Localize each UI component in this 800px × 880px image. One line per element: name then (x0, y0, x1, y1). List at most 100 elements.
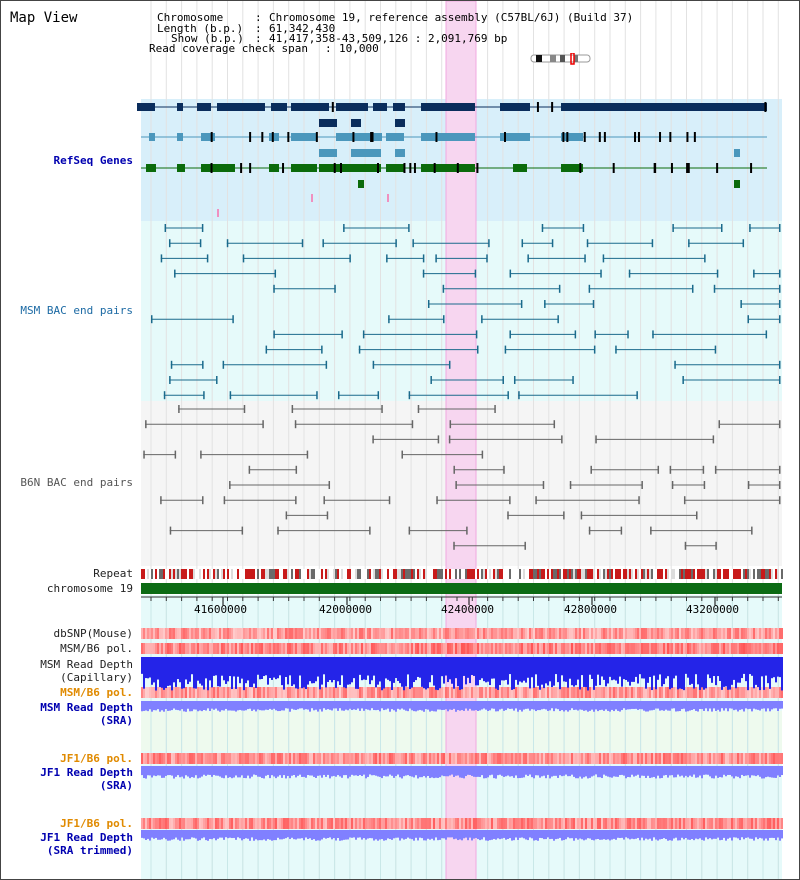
depth-bar (193, 830, 195, 838)
heat-cell (607, 818, 609, 829)
depth-bar (275, 701, 277, 711)
depth-bar (153, 657, 155, 683)
heat-cell (629, 643, 631, 654)
depth-bar (679, 830, 681, 841)
repeat-mark (565, 569, 567, 579)
heat-cell (735, 643, 737, 654)
track-label-jf1-depth[interactable]: JF1 Read Depth (40, 766, 133, 779)
chromosome-ideogram[interactable] (530, 53, 591, 65)
track-label-msm-bac[interactable]: MSM BAC end pairs (20, 304, 133, 317)
heat-cell (609, 753, 611, 764)
track-label-jf1-pol-2[interactable]: JF1/B6 pol. (60, 817, 133, 830)
depth-bar (511, 830, 513, 841)
depth-bar (489, 701, 491, 711)
depth-bar (223, 701, 225, 711)
depth-bar (703, 830, 705, 841)
depth-bar (617, 701, 619, 711)
depth-bar (199, 657, 201, 684)
depth-bar (313, 657, 315, 684)
depth-bar (405, 701, 407, 711)
heat-cell (251, 687, 253, 698)
heat-cell (423, 687, 425, 698)
repeat-mark (771, 569, 773, 579)
heat-cell (495, 753, 497, 764)
depth-bar (353, 701, 355, 710)
heat-cell (337, 643, 339, 654)
heat-cell (205, 753, 207, 764)
depth-bar (761, 830, 763, 839)
heat-cell (699, 628, 701, 639)
heat-cell (365, 687, 367, 698)
depth-bar (211, 657, 213, 688)
heat-cell (527, 818, 529, 829)
depth-bar (305, 657, 307, 690)
heat-cell (315, 687, 317, 698)
heat-cell (595, 818, 597, 829)
heat-cell (259, 643, 261, 654)
heat-cell (709, 628, 711, 639)
heat-cell (653, 818, 655, 829)
heat-cell (339, 643, 341, 654)
depth-bar (381, 657, 383, 691)
heat-cell (537, 687, 539, 698)
depth-bar (555, 701, 557, 709)
depth-bar (583, 657, 585, 687)
heat-cell (373, 753, 375, 764)
depth-bar (483, 701, 485, 709)
depth-bar (451, 657, 453, 684)
repeat-mark (441, 569, 443, 579)
heat-cell (367, 753, 369, 764)
depth-bar (185, 766, 187, 776)
track-label-msm-depth-sra[interactable]: MSM Read Depth (40, 701, 133, 714)
heat-cell (685, 687, 687, 698)
depth-bar (569, 766, 571, 777)
heat-cell (573, 753, 575, 764)
track-label-dbsnp[interactable]: dbSNP(Mouse) (53, 627, 133, 640)
heat-cell (709, 818, 711, 829)
heat-cell (231, 687, 233, 698)
depth-bar (601, 830, 603, 840)
depth-bar (737, 701, 739, 712)
depth-bar (495, 701, 497, 712)
depth-bar (579, 766, 581, 777)
track-label-msm-b6-pol-1[interactable]: MSM/B6 pol. (60, 642, 133, 655)
heat-cell (581, 687, 583, 698)
depth-bar (595, 657, 597, 686)
track-label-jf1-pol-1[interactable]: JF1/B6 pol. (60, 752, 133, 765)
heat-cell (213, 818, 215, 829)
track-label-jf1-trimmed[interactable]: JF1 Read Depth (40, 831, 133, 844)
depth-bar (151, 701, 153, 712)
track-label-refseq-genes[interactable]: RefSeq Genes (53, 154, 133, 167)
heat-cell (513, 687, 515, 698)
heat-cell (537, 643, 539, 654)
depth-bar (553, 657, 555, 686)
heat-cell (769, 628, 771, 639)
depth-bar (571, 701, 573, 709)
depth-bar (635, 657, 637, 677)
bac-end (747, 315, 749, 324)
heat-cell (253, 628, 255, 639)
heat-cell (401, 628, 403, 639)
track-label-repeat[interactable]: Repeat (93, 567, 133, 580)
depth-bar (391, 701, 393, 710)
depth-bar (331, 701, 333, 711)
heat-cell (207, 628, 209, 639)
depth-bar (645, 766, 647, 778)
track-label-chromosome[interactable]: chromosome 19 (46, 582, 133, 595)
heat-cell (419, 628, 421, 639)
heat-cell (633, 818, 635, 829)
depth-bar (153, 766, 155, 776)
repeat-mark (749, 569, 751, 579)
track-label-msm-b6-pol-2[interactable]: MSM/B6 pol. (60, 686, 133, 699)
heat-cell (167, 753, 169, 764)
heat-cell (353, 687, 355, 698)
heat-cell (285, 818, 287, 829)
track-label-b6n-bac[interactable]: B6N BAC end pairs (20, 476, 133, 489)
track-label-msm-depth-capillary[interactable]: MSM Read Depth (40, 658, 133, 671)
header-span-value: 10,000 (339, 42, 379, 55)
repeat-mark (589, 569, 591, 579)
heat-cell (511, 628, 513, 639)
gene-exon (319, 119, 337, 127)
depth-bar (733, 766, 735, 779)
